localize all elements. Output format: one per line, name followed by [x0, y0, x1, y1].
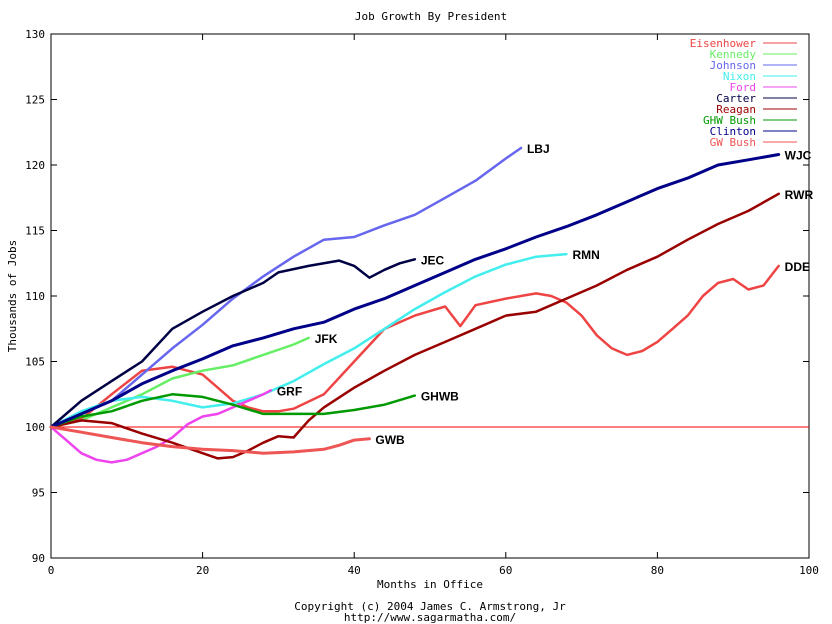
- series-line-johnson: [49, 146, 523, 429]
- end-label-reagan: RWR: [785, 188, 814, 202]
- legend-label-ghw-bush: GHW Bush: [703, 114, 756, 127]
- x-tick-label: 0: [48, 564, 55, 577]
- series-line-clinton: [49, 153, 781, 429]
- legend-label-gw-bush: GW Bush: [710, 136, 756, 149]
- series-line-carter: [49, 258, 417, 429]
- series-line-ford: [49, 389, 273, 464]
- y-tick-label: 90: [32, 552, 45, 565]
- y-tick-label: 125: [25, 94, 45, 107]
- end-label-clinton: WJC: [785, 149, 812, 163]
- plot-frame: [50, 33, 810, 559]
- end-label-ghw-bush: GHWB: [421, 390, 459, 404]
- x-tick-label: 40: [348, 564, 361, 577]
- series-line-ghw-bush: [49, 393, 417, 429]
- series-line-eisenhower: [49, 264, 780, 429]
- end-label-gw-bush: GWB: [375, 433, 405, 447]
- legend-label-carter: Carter: [716, 92, 756, 105]
- x-axis: 0 20 40 60 80 100: [48, 34, 819, 577]
- legend-label-kennedy: Kennedy: [710, 48, 757, 61]
- series-layer: [49, 146, 781, 464]
- legend-label-johnson: Johnson: [710, 59, 756, 72]
- legend-label-clinton: Clinton: [710, 125, 756, 138]
- legend-label-ford: Ford: [730, 81, 757, 94]
- y-tick-label: 130: [25, 28, 45, 41]
- x-tick-label: 100: [799, 564, 819, 577]
- series-line-gw-bush: [49, 425, 371, 455]
- x-axis-label: Months in Office: [377, 578, 483, 591]
- y-tick-label: 100: [25, 421, 45, 434]
- end-label-carter: JEC: [421, 253, 445, 267]
- copyright-text: Copyright (c) 2004 James C. Armstrong, J…: [294, 600, 566, 613]
- series-line-reagan: [49, 192, 780, 460]
- end-label-eisenhower: DDE: [785, 260, 810, 274]
- y-tick-label: 105: [25, 356, 45, 369]
- x-tick-label: 20: [196, 564, 209, 577]
- x-tick-label: 80: [651, 564, 664, 577]
- end-label-ford: GRF: [277, 384, 302, 398]
- legend: EisenhowerKennedyJohnsonNixonFordCarterR…: [690, 37, 797, 149]
- x-tick-label: 60: [499, 564, 512, 577]
- y-tick-label: 95: [32, 487, 45, 500]
- y-tick-label: 115: [25, 225, 45, 238]
- series-line-nixon: [49, 252, 568, 429]
- y-tick-label: 110: [25, 290, 45, 303]
- end-label-kennedy: JFK: [315, 332, 338, 346]
- y-axis-label: Thousands of Jobs: [6, 240, 19, 353]
- end-labels: DDE JFK LBJ RMN GRF JEC RWR GHWB WJC GWB: [277, 142, 814, 447]
- end-label-johnson: LBJ: [527, 142, 550, 156]
- end-label-nixon: RMN: [572, 248, 599, 262]
- source-url: http://www.sagarmatha.com/: [344, 611, 516, 624]
- y-tick-label: 120: [25, 159, 45, 172]
- legend-label-reagan: Reagan: [716, 103, 756, 116]
- legend-label-nixon: Nixon: [723, 70, 756, 83]
- legend-label-eisenhower: Eisenhower: [690, 37, 757, 50]
- chart-title: Job Growth By President: [355, 10, 507, 23]
- y-axis: 90 95 100 105 110 115 120 125 130: [25, 28, 809, 565]
